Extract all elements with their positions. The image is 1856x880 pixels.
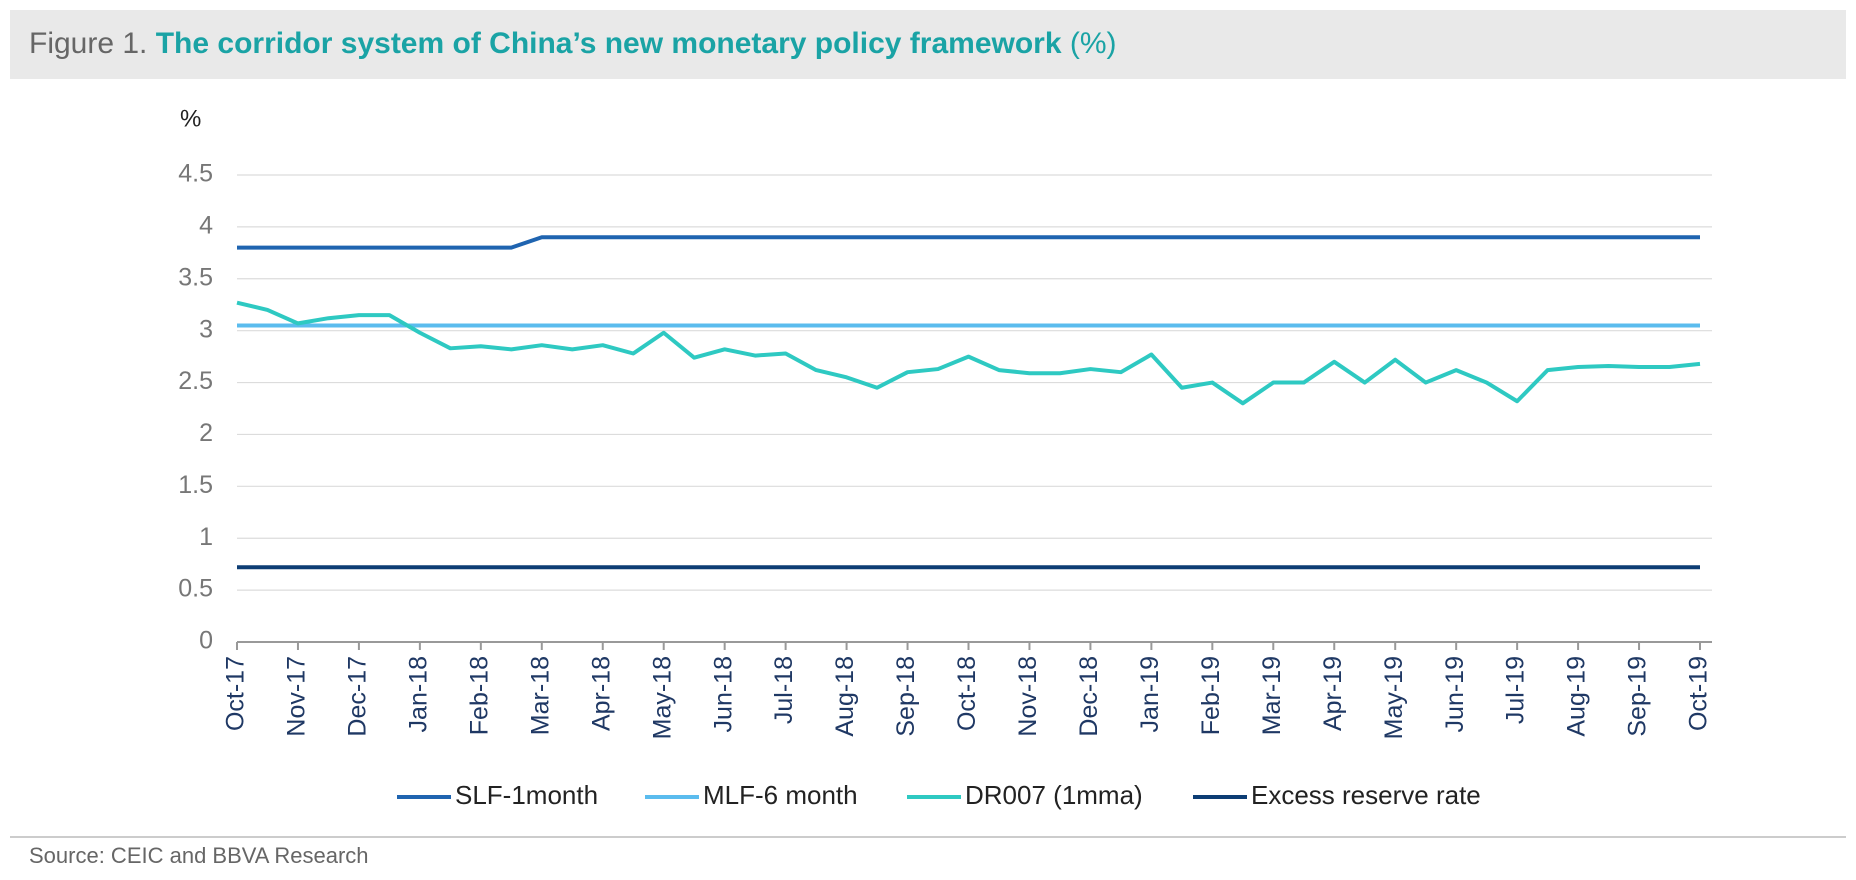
y-tick-label: 4 [199, 211, 213, 239]
y-tick-label: 3 [199, 315, 213, 343]
series-line [236, 300, 1701, 406]
legend-label: SLF-1month [455, 780, 598, 810]
x-tick-label: Sep-18 [892, 656, 920, 737]
x-tick-label: Dec-18 [1075, 656, 1103, 737]
y-tick-label: 3.5 [178, 263, 213, 291]
x-tick-label: Dec-17 [344, 656, 372, 737]
x-tick-label: May-18 [648, 656, 676, 739]
header-band [10, 10, 1846, 79]
x-tick-label: Apr-19 [1319, 656, 1347, 731]
x-tick-label: Apr-18 [587, 656, 615, 731]
x-tick-label: Jan-18 [404, 656, 432, 732]
y-tick-label: 0.5 [178, 575, 213, 603]
x-tick-label: Feb-19 [1197, 656, 1225, 735]
x-tick-label: Oct-19 [1685, 656, 1713, 731]
x-tick-label: Oct-18 [953, 656, 981, 731]
y-tick-label: 1.5 [178, 471, 213, 499]
y-axis-label: % [180, 105, 201, 132]
y-tick-label: 0 [199, 627, 213, 655]
legend-label: Excess reserve rate [1251, 780, 1481, 810]
series-line [237, 235, 1700, 250]
legend-label: MLF-6 month [703, 780, 858, 810]
x-tick-label: May-19 [1380, 656, 1408, 739]
figure-title: Figure 1. The corridor system of China’s… [29, 27, 1117, 60]
x-tick-label: Nov-17 [283, 656, 311, 737]
y-tick-label: 1 [199, 523, 213, 551]
x-tick-label: Mar-19 [1258, 656, 1286, 735]
y-tick-label: 2 [199, 419, 213, 447]
x-tick-label: Mar-18 [526, 656, 554, 735]
y-tick-label: 2.5 [178, 367, 213, 395]
y-tick-label: 4.5 [178, 160, 213, 188]
x-tick-label: Oct-17 [222, 656, 250, 731]
legend-label: DR007 (1mma) [965, 780, 1143, 810]
x-tick-label: Aug-18 [831, 656, 859, 737]
x-tick-label: Jun-19 [1441, 656, 1469, 732]
chart-title: The corridor system of China’s new monet… [156, 27, 1062, 60]
x-tick-label: Aug-19 [1563, 656, 1591, 737]
x-tick-label: Jan-19 [1136, 656, 1164, 732]
x-tick-label: Sep-19 [1624, 656, 1652, 737]
x-tick-label: Jul-19 [1502, 656, 1530, 724]
x-tick-label: Nov-18 [1014, 656, 1042, 737]
title-suffix: (%) [1070, 27, 1117, 60]
source: Source: CEIC and BBVA Research [29, 843, 369, 868]
x-tick-label: Jul-18 [770, 656, 798, 724]
x-tick-label: Jun-18 [709, 656, 737, 732]
x-tick-label: Feb-18 [465, 656, 493, 735]
title-prefix: Figure 1. [29, 27, 147, 60]
